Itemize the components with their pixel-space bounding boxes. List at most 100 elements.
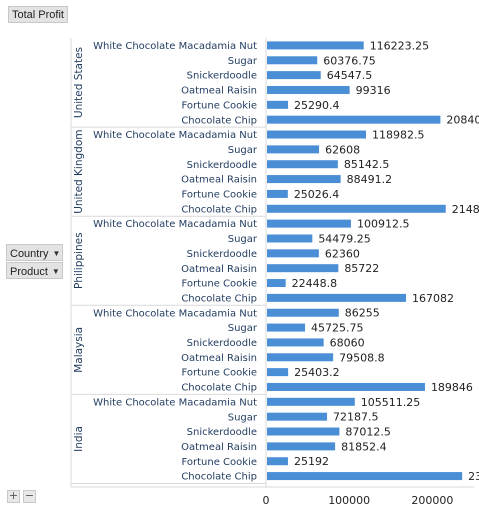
expand-field-button[interactable]: + (7, 490, 20, 503)
category-tick-label: Fortune Cookie (182, 368, 258, 379)
data-label: 208404 (446, 114, 479, 127)
bar (267, 368, 289, 377)
data-label: 85142.5 (344, 158, 390, 171)
category-tick-label: Sugar (228, 234, 258, 245)
data-label: 68060 (330, 336, 365, 349)
bar (267, 130, 366, 139)
category-tick-label: Oatmeal Raisin (181, 86, 257, 97)
bar (267, 145, 320, 154)
data-label: 86255 (345, 307, 380, 320)
bar (267, 382, 425, 391)
category-tick-label: White Chocolate Macadamia Nut (93, 308, 257, 319)
category-tick-label: Chocolate Chip (181, 293, 257, 304)
x-tick-label: 0 (263, 494, 270, 507)
data-label: 25403.2 (294, 366, 340, 379)
bar (267, 204, 446, 213)
filter-dropdown-icon: ▼ (51, 267, 60, 276)
category-tick-label: Oatmeal Raisin (181, 442, 257, 453)
data-label: 60376.75 (323, 54, 376, 67)
bar (267, 338, 324, 347)
category-tick-label: Fortune Cookie (182, 190, 258, 201)
bar (267, 100, 289, 109)
bar (267, 56, 318, 65)
category-tick-label: White Chocolate Macadamia Nut (93, 41, 257, 52)
data-label: 214821 (452, 203, 479, 216)
category-tick-label: Snickerdoodle (187, 160, 257, 171)
data-label: 87012.5 (345, 426, 391, 439)
x-tick-label: 100000 (328, 494, 370, 507)
country-field-label: Country (10, 248, 49, 260)
data-label: 45725.75 (311, 322, 364, 335)
data-label: 116223.25 (370, 39, 430, 52)
data-label: 167082 (412, 292, 454, 305)
group-label: Philippines (73, 232, 85, 289)
category-tick-label: White Chocolate Macadamia Nut (93, 130, 257, 141)
data-label: 62608 (325, 143, 360, 156)
data-label: 54479.25 (318, 232, 371, 245)
bar (267, 353, 334, 362)
values-field-label: Total Profit (12, 9, 64, 21)
values-field-button[interactable]: Total Profit (8, 6, 68, 23)
product-field-label: Product (10, 266, 48, 278)
bar (267, 189, 288, 198)
category-tick-label: Oatmeal Raisin (181, 175, 257, 186)
data-label: 100912.5 (357, 218, 410, 231)
bar (267, 175, 341, 184)
category-tick-label: Fortune Cookie (182, 100, 258, 111)
bar (267, 472, 463, 481)
bar (267, 427, 340, 436)
category-tick-label: Sugar (228, 323, 258, 334)
collapse-field-button[interactable]: − (23, 490, 36, 503)
bar (267, 234, 313, 243)
group-label: Malaysia (73, 327, 85, 373)
bar (267, 219, 351, 228)
bar (267, 323, 306, 332)
group-label: United Kingdom (73, 130, 85, 214)
bar (267, 160, 338, 169)
bar (267, 457, 288, 466)
bar (267, 397, 355, 406)
data-label: 85722 (344, 262, 379, 275)
bar (267, 85, 350, 94)
group-label: India (73, 426, 85, 452)
category-tick-label: Chocolate Chip (181, 115, 257, 126)
bar (267, 412, 328, 421)
bar (267, 442, 336, 451)
category-tick-label: Oatmeal Raisin (181, 353, 257, 364)
category-tick-label: Oatmeal Raisin (181, 264, 257, 275)
plus-icon: + (8, 489, 19, 502)
category-tick-label: Fortune Cookie (182, 457, 258, 468)
category-tick-label: White Chocolate Macadamia Nut (93, 397, 257, 408)
bar (267, 293, 407, 302)
category-tick-label: White Chocolate Macadamia Nut (93, 219, 257, 230)
category-tick-label: Snickerdoodle (187, 338, 257, 349)
category-tick-label: Chocolate Chip (181, 472, 257, 483)
data-label: 105511.25 (361, 396, 421, 409)
data-label: 88491.2 (347, 173, 393, 186)
category-tick-label: Chocolate Chip (181, 383, 257, 394)
data-label: 72187.5 (333, 411, 379, 424)
data-label: 25290.4 (294, 99, 340, 112)
data-label: 81852.4 (341, 440, 387, 453)
filter-dropdown-icon: ▼ (52, 249, 61, 258)
category-tick-label: Sugar (228, 56, 258, 67)
category-tick-label: Sugar (228, 145, 258, 156)
bar (267, 115, 441, 124)
bar (267, 279, 286, 288)
category-tick-label: Snickerdoodle (187, 71, 257, 82)
minus-icon: − (24, 489, 35, 502)
data-label: 234576 (468, 470, 479, 483)
group-label: United States (73, 47, 85, 118)
data-label: 25026.4 (294, 188, 340, 201)
data-label: 22448.8 (292, 277, 338, 290)
country-field-button[interactable]: Country ▼ (6, 244, 63, 261)
data-label: 99316 (356, 84, 391, 97)
product-field-button[interactable]: Product ▼ (6, 262, 63, 279)
data-label: 62360 (325, 247, 360, 260)
bar (267, 264, 339, 273)
data-label: 79508.8 (339, 351, 385, 364)
bar (267, 71, 321, 80)
bar (267, 249, 319, 258)
x-tick-label: 200000 (411, 494, 453, 507)
